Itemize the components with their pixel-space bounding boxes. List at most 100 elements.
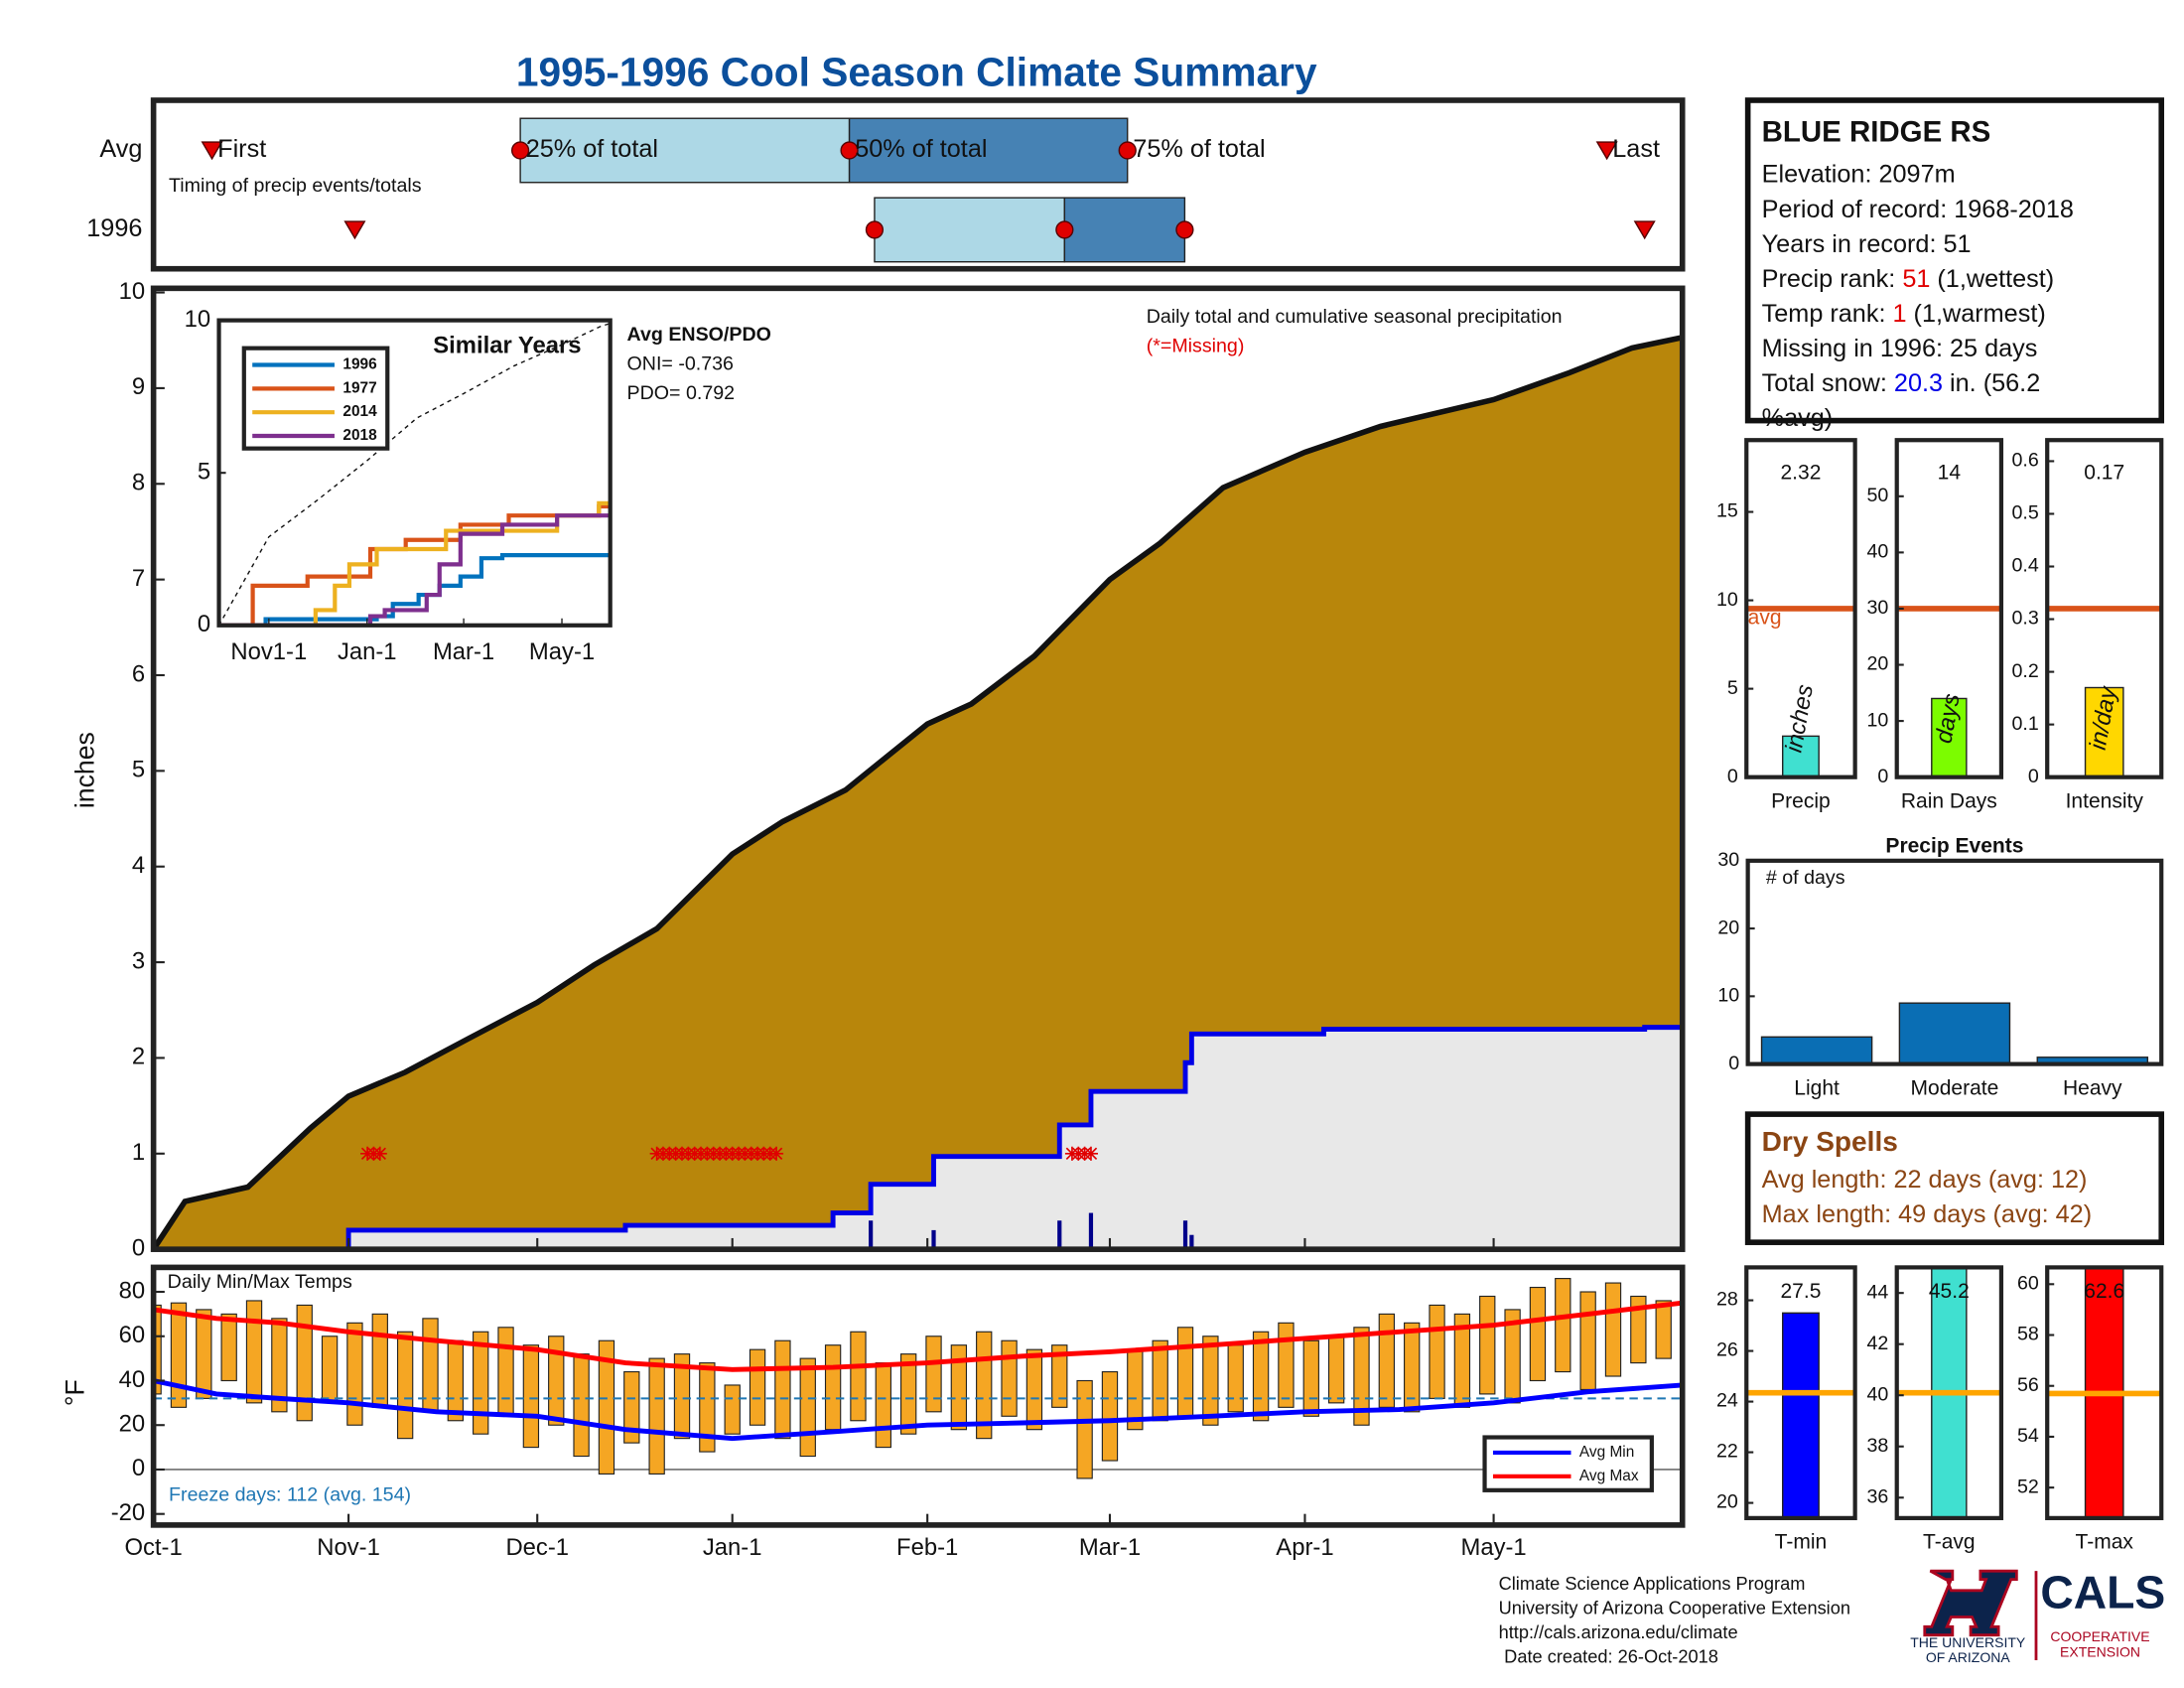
station-text: Precip rank: bbox=[1762, 265, 1903, 293]
station-text: Elevation: 2097m bbox=[1762, 160, 1956, 188]
university-name: OF ARIZONA bbox=[1926, 1649, 2011, 1665]
x-tick-label: Apr-1 bbox=[1276, 1534, 1333, 1561]
y-tick-label: -20 bbox=[111, 1499, 145, 1526]
y-tick-label: 24 bbox=[1716, 1390, 1738, 1412]
avg-temp-line bbox=[153, 1300, 1683, 1372]
plot-area bbox=[153, 335, 1683, 1250]
temp-range-bar bbox=[598, 1339, 615, 1476]
station-text: (1,wettest) bbox=[1930, 265, 2054, 293]
x-tick-label: May-1 bbox=[1460, 1534, 1526, 1561]
station-line: %avg) bbox=[1762, 404, 1834, 432]
y-tick-label: 42 bbox=[1866, 1333, 1888, 1354]
legend-label: 2018 bbox=[342, 427, 377, 444]
cals-wordmark: CALS bbox=[2040, 1567, 2165, 1618]
quartile-marker bbox=[840, 141, 859, 160]
enso-note: ONI= -0.736 bbox=[627, 353, 735, 375]
bar bbox=[1898, 1002, 2011, 1064]
y-tick-label: 60 bbox=[119, 1322, 146, 1348]
category-label: Precip bbox=[1771, 789, 1831, 812]
y-tick-label: 0 bbox=[132, 1234, 145, 1261]
dry-spells-line: Avg length: 22 days (avg: 12) bbox=[1762, 1166, 2088, 1194]
y-tick-label: 7 bbox=[132, 565, 145, 592]
y-tick-label: 20 bbox=[1717, 916, 1739, 938]
temp-range-bar bbox=[1101, 1370, 1119, 1462]
x-tick-label: Mar-1 bbox=[1079, 1534, 1141, 1561]
page-title: 1995-1996 Cool Season Climate Summary bbox=[516, 49, 1317, 94]
y-tick-label: 1 bbox=[132, 1139, 145, 1166]
station-text: Missing in 1996: 25 days bbox=[1762, 335, 2038, 362]
footer-line: http://cals.arizona.edu/climate bbox=[1499, 1621, 1738, 1642]
category-label: T-min bbox=[1775, 1531, 1828, 1554]
temp-range-bar bbox=[749, 1348, 766, 1426]
y-tick-label: 36 bbox=[1866, 1485, 1888, 1507]
frame bbox=[150, 1264, 1686, 1528]
university-name: THE UNIVERSITY bbox=[1910, 1634, 2026, 1650]
frame bbox=[150, 285, 1686, 1252]
freeze-note: Freeze days: 112 (avg. 154) bbox=[169, 1484, 411, 1506]
temp-range-bar bbox=[1353, 1327, 1370, 1426]
x-tick-label: Mar-1 bbox=[433, 638, 494, 665]
temp-range-bar bbox=[899, 1353, 917, 1435]
row-label: 1996 bbox=[86, 214, 142, 242]
quartile-marker bbox=[1055, 220, 1074, 239]
station-text: Temp rank: bbox=[1762, 300, 1893, 328]
quartile-box bbox=[874, 197, 1066, 263]
station-line: Total snow: 20.3 in. (56.2 bbox=[1762, 369, 2041, 397]
y-axis-label: inches bbox=[69, 732, 99, 808]
temp-range-bar bbox=[245, 1300, 263, 1404]
plot-area bbox=[1896, 1267, 2001, 1518]
station-line: Elevation: 2097m bbox=[1762, 160, 1956, 188]
daily-bar bbox=[1182, 1220, 1188, 1250]
temp-range-bar bbox=[673, 1353, 691, 1440]
temp-range-bar bbox=[1152, 1339, 1168, 1422]
daily-bar bbox=[1057, 1220, 1062, 1250]
y-tick-label: 26 bbox=[1716, 1339, 1738, 1361]
similar-year-line bbox=[218, 513, 611, 626]
x-tick-label: Jan-1 bbox=[703, 1534, 762, 1561]
x-tick-label: Dec-1 bbox=[505, 1534, 569, 1561]
y-tick-label: 10 bbox=[185, 306, 211, 333]
y-tick-label: 20 bbox=[1866, 653, 1888, 675]
temp-range-bar bbox=[1555, 1278, 1571, 1373]
frame bbox=[1744, 1265, 1857, 1520]
value-label: 0.17 bbox=[2084, 461, 2124, 484]
temp-range-bar bbox=[196, 1309, 212, 1399]
y-tick-label: 60 bbox=[2017, 1272, 2039, 1294]
y-tick-label: 0 bbox=[1728, 1053, 1739, 1074]
temp-range-bar bbox=[1604, 1282, 1622, 1377]
station-text: 1 bbox=[1892, 300, 1906, 328]
daily-bar bbox=[1088, 1212, 1094, 1250]
temp-range-bar bbox=[346, 1322, 363, 1426]
extension-name: EXTENSION bbox=[2060, 1644, 2140, 1660]
legend-label: 1977 bbox=[342, 379, 376, 396]
y-tick-label: 6 bbox=[132, 660, 145, 687]
temp-range-bar bbox=[497, 1327, 514, 1417]
temp-range-bar bbox=[1302, 1339, 1319, 1417]
y-tick-label: 4 bbox=[132, 852, 145, 879]
temp-range-bar bbox=[950, 1344, 968, 1431]
y-tick-label: 0 bbox=[2028, 766, 2039, 787]
y-tick-label: 58 bbox=[2017, 1324, 2039, 1345]
event-marker bbox=[1595, 141, 1618, 161]
daily-bar bbox=[931, 1229, 936, 1250]
x-tick-label: Feb-1 bbox=[896, 1534, 958, 1561]
marker-label: 75% of total bbox=[1133, 135, 1265, 163]
y-tick-label: 10 bbox=[1866, 709, 1888, 731]
temp-range-bar bbox=[774, 1339, 791, 1440]
avg-label: avg bbox=[1748, 606, 1782, 629]
station-text: 51 bbox=[1902, 265, 1930, 293]
station-text: Years in record: 51 bbox=[1762, 230, 1972, 258]
event-marker bbox=[1633, 220, 1656, 240]
logo-a bbox=[1923, 1569, 2018, 1637]
temp-range-bar bbox=[1001, 1339, 1018, 1417]
temp-range-bar bbox=[1227, 1344, 1244, 1413]
similar-year-line bbox=[218, 503, 611, 626]
station-name: BLUE RIDGE RS bbox=[1762, 115, 1991, 148]
footer-line: Climate Science Applications Program bbox=[1499, 1573, 1806, 1594]
footer-line: University of Arizona Cooperative Extens… bbox=[1499, 1598, 1850, 1618]
y-tick-label: 20 bbox=[119, 1411, 146, 1438]
temp-range-bar bbox=[170, 1302, 188, 1408]
category-label: Light bbox=[1794, 1076, 1840, 1099]
x-tick-label: May-1 bbox=[529, 638, 595, 665]
